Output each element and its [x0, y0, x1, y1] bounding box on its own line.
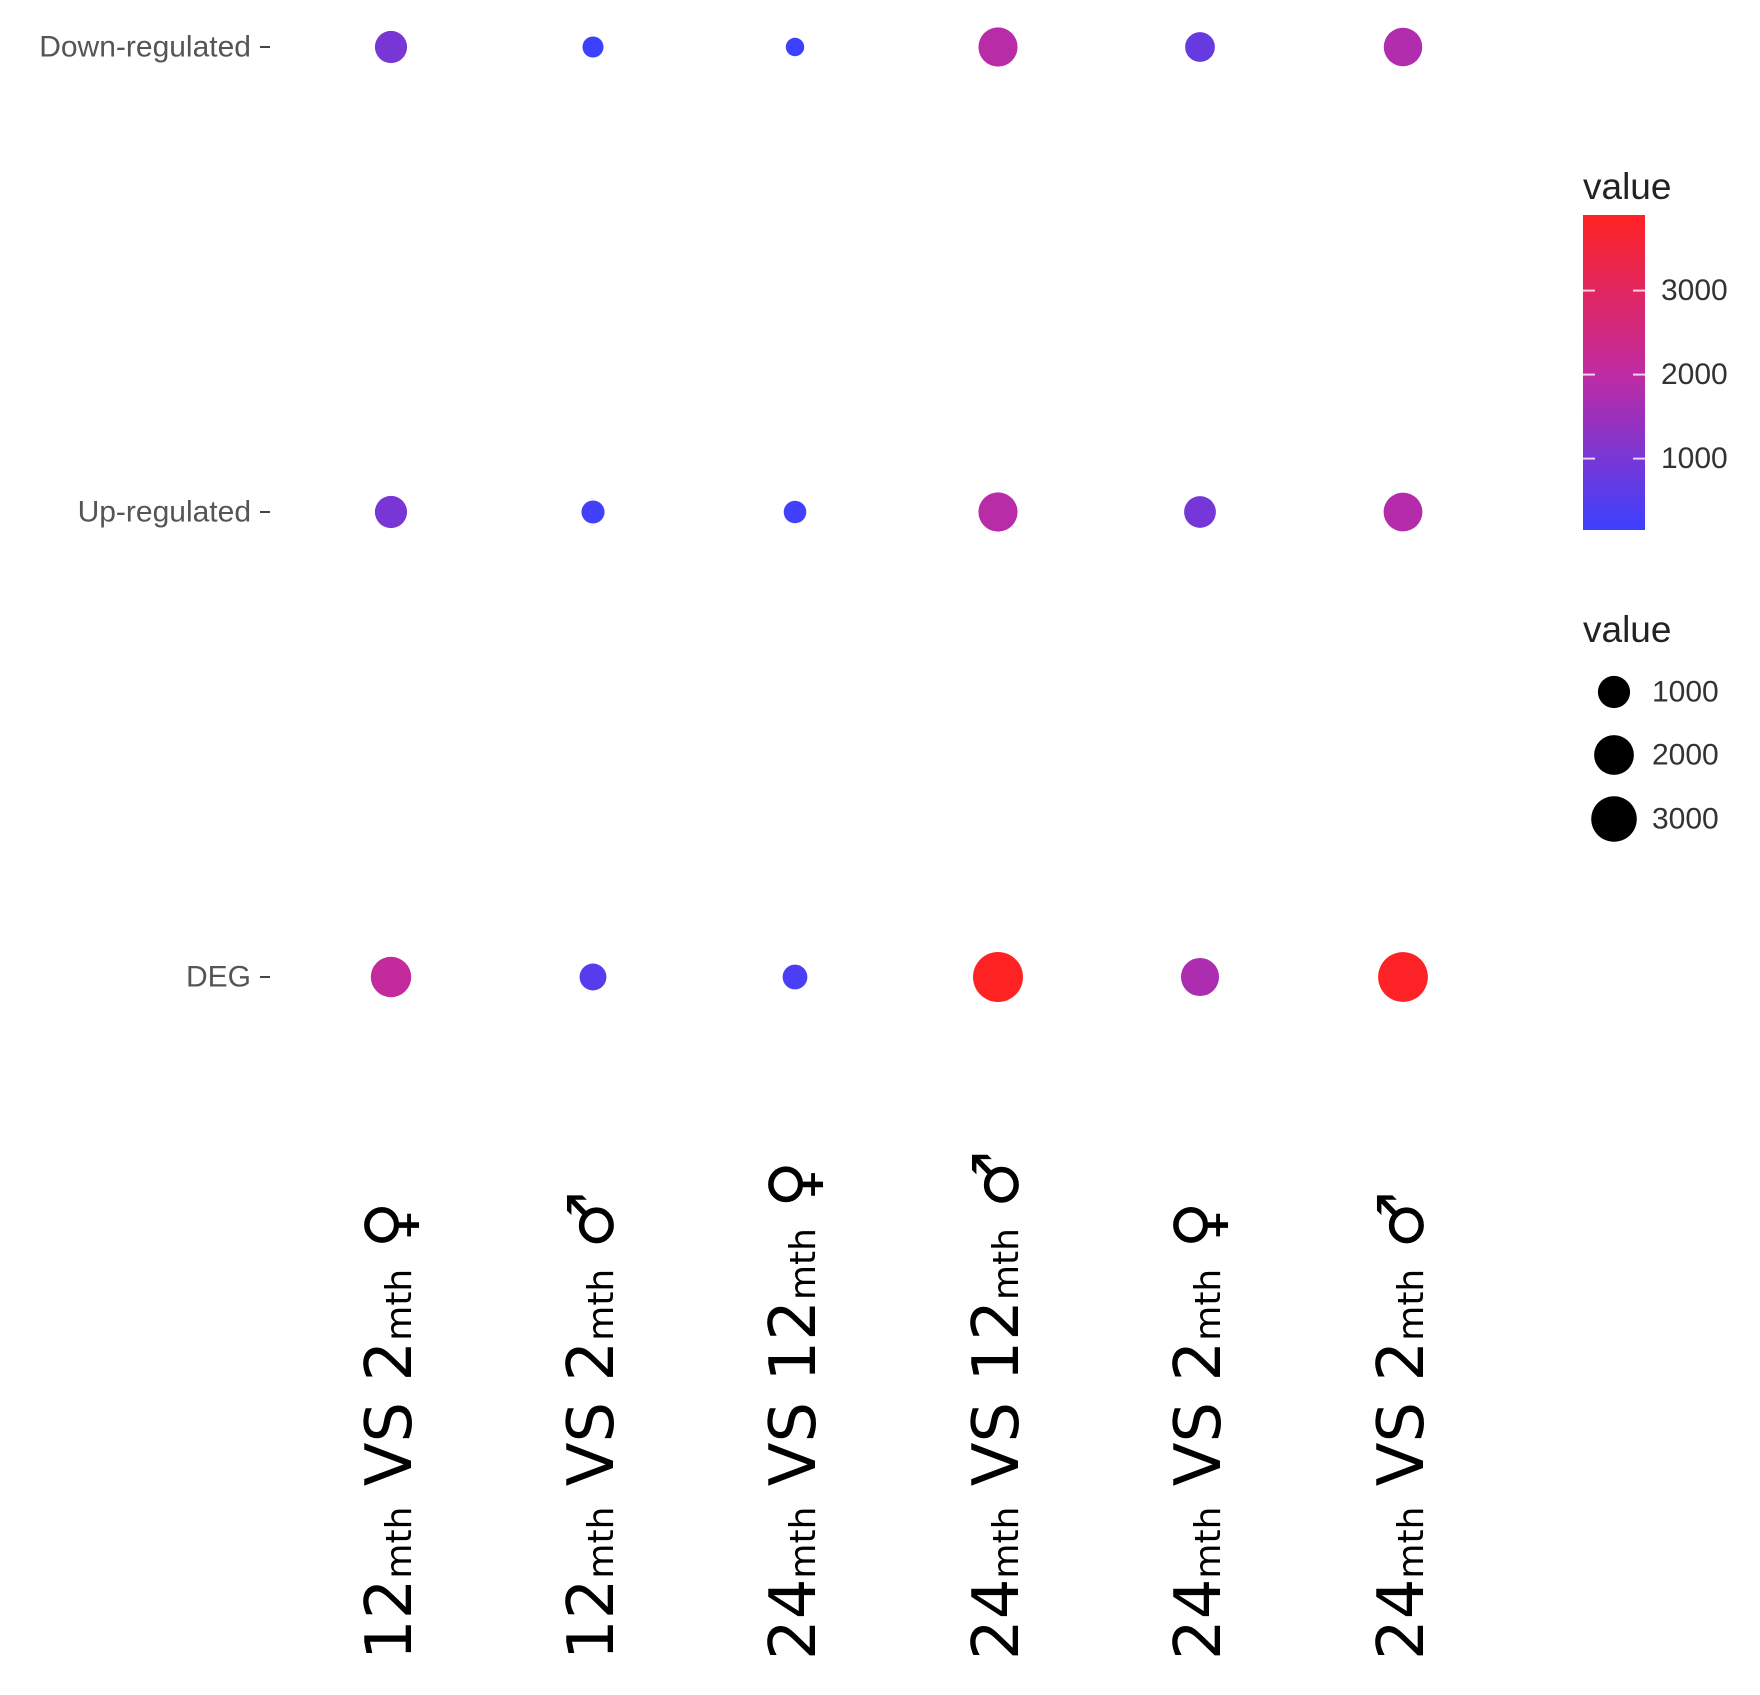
dot-point: [782, 964, 808, 990]
legend: value 1000 2000 3000 value 1000 2000 3000: [1583, 166, 1728, 842]
x-tick-label: 24mth VS 2mth ♂: [1365, 1191, 1439, 1660]
dot-point: [785, 37, 805, 57]
x-tick-label: 12mth VS 2mth ♀: [353, 1202, 427, 1660]
x-tick-label: 24mth VS 12mth ♂: [960, 1150, 1034, 1660]
dot-point: [370, 956, 412, 998]
dot-point: [1184, 496, 1216, 528]
y-tick-label-up-regulated: Up-regulated: [78, 496, 251, 529]
svg-text:24mth VS 2mth ♂: 24mth VS 2mth ♂: [1365, 1191, 1439, 1660]
y-tick-label-down-regulated: Down-regulated: [39, 31, 251, 64]
x-tick-label: 12mth VS 2mth ♂: [555, 1191, 629, 1660]
x-tick-label: 24mth VS 2mth ♀: [1162, 1202, 1236, 1660]
color-legend-tick-label: 3000: [1661, 274, 1728, 307]
dot-point: [1378, 952, 1428, 1002]
dot-point: [582, 36, 604, 58]
dot-point: [579, 963, 607, 991]
svg-text:24mth VS 12mth ♀: 24mth VS 12mth ♀: [757, 1161, 831, 1660]
svg-text:24mth VS 2mth ♀: 24mth VS 2mth ♀: [1162, 1202, 1236, 1660]
color-bar: [1583, 215, 1645, 530]
dot-point: [581, 500, 605, 524]
svg-text:12mth VS 2mth ♀: 12mth VS 2mth ♀: [353, 1202, 427, 1660]
color-legend-tick-label: 2000: [1661, 358, 1728, 391]
size-legend-title: value: [1583, 609, 1671, 650]
y-tick-label-deg: DEG: [186, 961, 251, 994]
dot-point: [1383, 27, 1423, 67]
svg-text:12mth VS 2mth ♂: 12mth VS 2mth ♂: [555, 1191, 629, 1660]
size-legend-dot: [1591, 796, 1637, 842]
size-legend-label: 3000: [1652, 803, 1719, 836]
dot-point: [978, 492, 1018, 532]
dot-point: [1180, 957, 1220, 997]
color-legend-tick-label: 1000: [1661, 442, 1728, 475]
dot-point: [973, 952, 1023, 1002]
size-legend-label: 1000: [1652, 676, 1719, 709]
dot-point: [374, 495, 408, 529]
dot-point: [1185, 32, 1215, 62]
dot-point: [374, 30, 408, 64]
x-axis: 12mth VS 2mth ♀ 12mth VS 2mth ♂ 24mth VS 1…: [353, 1150, 1439, 1660]
x-tick-label: 24mth VS 12mth ♀: [757, 1161, 831, 1660]
dot-layer: [370, 27, 1428, 1002]
size-legend-dot: [1597, 675, 1631, 709]
dot-point: [978, 27, 1018, 67]
y-axis: Down-regulated Up-regulated DEG: [39, 31, 270, 994]
dot-point: [783, 500, 807, 524]
svg-text:24mth VS 12mth ♂: 24mth VS 12mth ♂: [960, 1150, 1034, 1660]
size-legend-dot: [1594, 735, 1634, 775]
color-legend-title: value: [1583, 166, 1671, 207]
size-legend-label: 2000: [1652, 739, 1719, 772]
dot-point: [1383, 492, 1423, 532]
